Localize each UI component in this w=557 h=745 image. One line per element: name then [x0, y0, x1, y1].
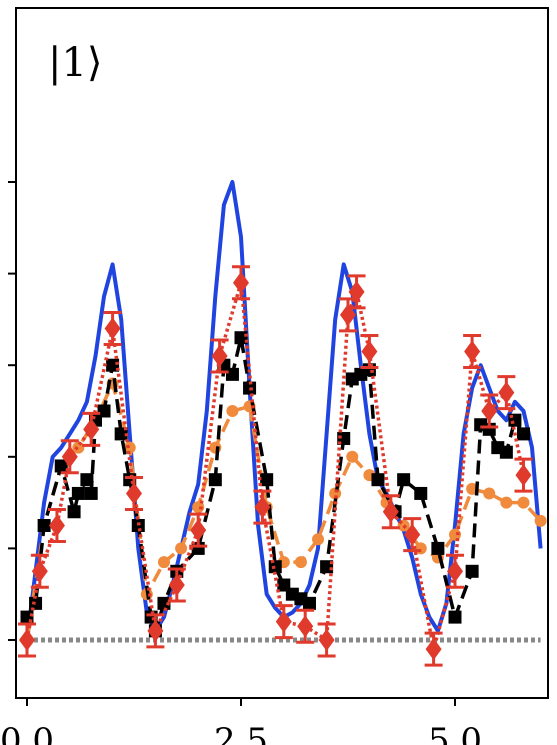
series-2-point — [131, 519, 145, 532]
series-2-point — [97, 404, 111, 418]
series-1-point — [104, 317, 121, 340]
series-3-point — [175, 542, 188, 555]
panel-label: |1⟩ — [48, 40, 103, 86]
series-1-point — [168, 574, 185, 597]
series-3-point — [192, 501, 205, 514]
series-1-point — [147, 619, 164, 642]
series-3-point — [517, 496, 530, 509]
series-1-point — [233, 271, 249, 294]
x-tick-label: 5.0 — [428, 721, 482, 745]
series-3-point — [294, 556, 307, 569]
series-2-point — [157, 596, 171, 610]
series-1-point — [275, 610, 292, 633]
series-1-point — [318, 629, 335, 651]
series-2-point — [84, 486, 98, 500]
series-1-point — [361, 340, 378, 363]
series-2-point — [431, 541, 445, 555]
series-3-point — [209, 441, 222, 454]
series-1-point — [31, 560, 48, 583]
series-3-point — [483, 487, 496, 500]
series-clip-group — [18, 180, 547, 667]
series-2-point — [71, 486, 85, 500]
series-2-point — [465, 564, 479, 578]
series-2-point — [260, 473, 274, 487]
series-2-point — [302, 596, 316, 610]
series-2-point — [225, 367, 239, 381]
series-1-point — [447, 560, 463, 583]
series-1-point — [61, 445, 78, 468]
series-2-point — [414, 486, 428, 500]
series-2-line — [25, 335, 525, 633]
series-1-point — [515, 464, 532, 487]
series-1-point — [48, 514, 65, 537]
series-1-point — [190, 519, 207, 542]
series-2-point — [516, 427, 530, 441]
series-1-point — [464, 340, 481, 363]
x-tick-label: 2.5 — [214, 721, 268, 745]
series-1-point — [211, 345, 228, 368]
series-1-point — [126, 482, 142, 505]
series-2-point — [448, 610, 462, 624]
series-1-point — [254, 496, 271, 519]
ticks-layer: 0.0 2.5 5.0 — [0, 181, 482, 745]
series-layer — [18, 180, 547, 667]
x-tick-label: 0.0 — [0, 721, 54, 745]
series-2 — [20, 331, 530, 638]
series-2-point — [499, 445, 513, 459]
series-2-point — [114, 427, 128, 441]
series-1-point — [348, 280, 365, 303]
series-3-point — [449, 528, 461, 541]
series-1-point — [404, 523, 421, 546]
series-1-point — [83, 418, 100, 441]
series-2-point — [371, 473, 385, 487]
series-3-line — [25, 381, 542, 641]
series-1 — [18, 265, 533, 667]
axes-frame — [15, 7, 549, 699]
series-1-point — [382, 500, 399, 523]
series-2-point — [67, 505, 81, 519]
series-2-point — [106, 358, 120, 372]
series-3-point — [312, 533, 325, 546]
series-2-point — [80, 473, 94, 487]
series-3-point — [534, 514, 547, 527]
series-1-point — [425, 638, 442, 661]
series-2-point — [54, 459, 68, 473]
series-3-point — [346, 450, 359, 463]
series-1-point — [297, 615, 314, 638]
series-3-point — [226, 405, 239, 417]
series-1-point — [498, 381, 515, 404]
series-2-point — [37, 519, 51, 532]
series-2-point — [397, 473, 411, 487]
series-3-point — [500, 496, 513, 509]
series-1-line — [25, 281, 526, 651]
series-2-point — [208, 473, 222, 487]
series-1-point — [481, 400, 498, 422]
series-1-point — [19, 629, 35, 651]
series-3-point — [157, 556, 170, 569]
